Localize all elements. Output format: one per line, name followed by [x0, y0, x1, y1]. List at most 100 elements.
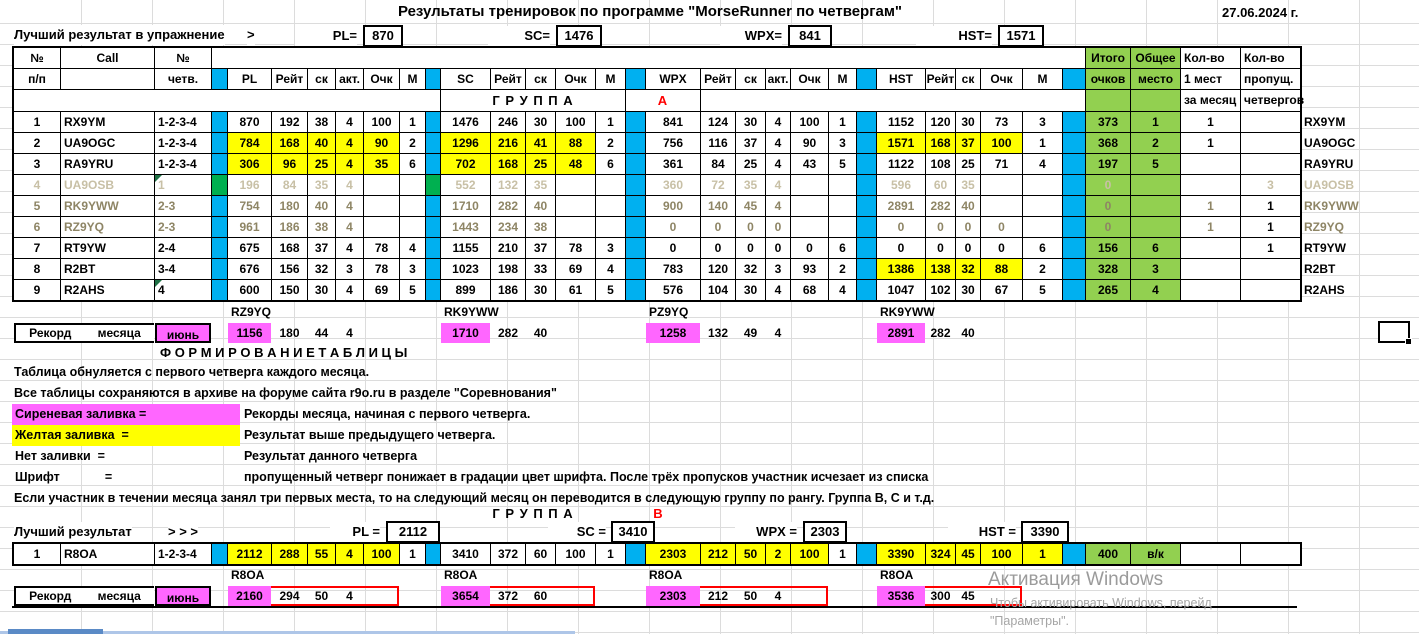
- cell-b-sc-0[interactable]: 3410: [441, 544, 490, 564]
- cell-pl-3[interactable]: 4: [336, 196, 363, 216]
- missed-thursdays-cell[interactable]: [1241, 112, 1300, 132]
- cell-pl-4[interactable]: [364, 217, 399, 237]
- cell-hst-0[interactable]: 0: [877, 238, 925, 258]
- cell-sc-1[interactable]: 210: [491, 238, 525, 258]
- cell-b-hst-1[interactable]: 324: [926, 544, 955, 564]
- cell-sc-0[interactable]: 1155: [441, 238, 490, 258]
- cell-sc-0[interactable]: 1476: [441, 112, 490, 132]
- cell-sc-0[interactable]: 552: [441, 175, 490, 195]
- blue-column-cell[interactable]: [1063, 133, 1085, 153]
- cell-wpx-4[interactable]: [791, 196, 828, 216]
- cell-wpx-0[interactable]: 0: [646, 238, 700, 258]
- total-points-cell[interactable]: 0: [1086, 196, 1130, 216]
- total-points-cell[interactable]: 0: [1086, 217, 1130, 237]
- record-b-sc-0[interactable]: 3654: [441, 586, 490, 606]
- cell-hst-4[interactable]: [1023, 217, 1062, 237]
- cell-sc-4[interactable]: [596, 175, 625, 195]
- cell-pl-4[interactable]: [364, 196, 399, 216]
- missed-thursdays-cell[interactable]: [1241, 259, 1300, 279]
- cell-sc-2[interactable]: 35: [526, 175, 555, 195]
- blue-column-cell[interactable]: [1063, 259, 1085, 279]
- cell-sc-3[interactable]: [556, 217, 595, 237]
- blue-column-cell[interactable]: [626, 259, 645, 279]
- blue-column-cell[interactable]: [857, 133, 876, 153]
- record-b-wpx-0[interactable]: 2303: [646, 586, 700, 606]
- cell-wpx-0[interactable]: 576: [646, 280, 700, 300]
- cell-sc-1[interactable]: 246: [491, 112, 525, 132]
- cell-sc-2[interactable]: 41: [526, 133, 555, 153]
- cell-hst-3[interactable]: 0: [981, 217, 1022, 237]
- cell-wpx-1[interactable]: 0: [701, 238, 735, 258]
- cell-sc-4[interactable]: 1: [596, 112, 625, 132]
- cell-sc-1[interactable]: 198: [491, 259, 525, 279]
- cell-sc-3[interactable]: 88: [556, 133, 595, 153]
- cell-pl-4[interactable]: 69: [364, 280, 399, 300]
- cell-hst-3[interactable]: 0: [981, 238, 1022, 258]
- cell-b-wpx-0[interactable]: 2303: [646, 544, 700, 564]
- cell-hst-1[interactable]: 168: [926, 133, 955, 153]
- cell-b-pl-3[interactable]: 4: [336, 544, 363, 564]
- cell-wpx-3[interactable]: 4: [766, 133, 790, 153]
- record-b-pl-2[interactable]: 50: [314, 589, 329, 603]
- cell-pl-1[interactable]: 192: [272, 112, 307, 132]
- header-num[interactable]: №: [14, 48, 60, 68]
- cell-wpx-1[interactable]: 84: [701, 154, 735, 174]
- blue-column-cell[interactable]: [426, 280, 440, 300]
- cell-wpx-0[interactable]: 900: [646, 196, 700, 216]
- cell-hst-3[interactable]: 100: [981, 133, 1022, 153]
- cell-wpx-4[interactable]: 93: [791, 259, 828, 279]
- cell-b-sc-2[interactable]: 60: [526, 544, 555, 564]
- blue-column-cell[interactable]: [626, 544, 645, 564]
- record-b-hst-0[interactable]: 3536: [877, 586, 925, 606]
- cell-pl-2[interactable]: 32: [308, 259, 335, 279]
- best-wpx-value[interactable]: 2303: [803, 521, 847, 543]
- cell-sc-1[interactable]: 234: [491, 217, 525, 237]
- thursdays-cell[interactable]: 1-2-3-4: [155, 544, 211, 564]
- cell-pl-3[interactable]: 4: [336, 154, 363, 174]
- callsign-cell[interactable]: RZ9YQ: [61, 217, 154, 237]
- cell-wpx-3[interactable]: 4: [766, 280, 790, 300]
- cell-wpx-2[interactable]: 35: [736, 175, 765, 195]
- cell-wpx-4[interactable]: [791, 175, 828, 195]
- cell-wpx-2[interactable]: 0: [736, 217, 765, 237]
- cell-sc-0[interactable]: 1023: [441, 259, 490, 279]
- total-points-cell[interactable]: 0: [1086, 175, 1130, 195]
- blue-column-cell[interactable]: [626, 238, 645, 258]
- overall-place-cell[interactable]: [1131, 217, 1180, 237]
- cell-pl-0[interactable]: 784: [228, 133, 271, 153]
- cell-wpx-2[interactable]: 32: [736, 259, 765, 279]
- blue-column-cell[interactable]: [212, 154, 227, 174]
- cell-wpx-2[interactable]: 37: [736, 133, 765, 153]
- cell-b-hst-3[interactable]: 100: [981, 544, 1022, 564]
- cell-hst-4[interactable]: [1023, 196, 1062, 216]
- blue-column-cell[interactable]: [212, 175, 227, 195]
- overall-place-cell[interactable]: [1131, 175, 1180, 195]
- blue-column-cell[interactable]: [1063, 196, 1085, 216]
- best-hst-value[interactable]: 1571: [998, 25, 1044, 47]
- cell-pl-3[interactable]: 3: [336, 259, 363, 279]
- cell-hst-1[interactable]: 108: [926, 154, 955, 174]
- cell-hst-4[interactable]: 1: [1023, 133, 1062, 153]
- cell-sc-2[interactable]: 37: [526, 238, 555, 258]
- header-chetv[interactable]: четв.: [155, 69, 211, 89]
- cell-wpx-5[interactable]: [829, 175, 856, 195]
- cell-b-pl-1[interactable]: 288: [272, 544, 307, 564]
- callsign-cell[interactable]: R8OA: [61, 544, 154, 564]
- cell-pl-1[interactable]: 168: [272, 238, 307, 258]
- row-number[interactable]: 4: [14, 175, 60, 195]
- best-pl-value[interactable]: 870: [363, 25, 403, 47]
- cell-wpx-1[interactable]: 116: [701, 133, 735, 153]
- record-sc-1[interactable]: 282: [497, 326, 519, 340]
- cell-wpx-5[interactable]: 6: [829, 238, 856, 258]
- header-num2[interactable]: №: [155, 48, 211, 68]
- blue-column-cell[interactable]: [1063, 280, 1085, 300]
- cell-b-wpx-4[interactable]: 100: [791, 544, 828, 564]
- best-wpx-value[interactable]: 841: [788, 25, 832, 47]
- cell-sc-4[interactable]: 2: [596, 133, 625, 153]
- cell-wpx-4[interactable]: 0: [791, 238, 828, 258]
- blue-column-cell[interactable]: [626, 217, 645, 237]
- cell-pl-5[interactable]: 2: [400, 133, 425, 153]
- thursdays-cell[interactable]: 1-2-3-4: [155, 133, 211, 153]
- blue-column-cell[interactable]: [857, 175, 876, 195]
- cell-sc-2[interactable]: 30: [526, 280, 555, 300]
